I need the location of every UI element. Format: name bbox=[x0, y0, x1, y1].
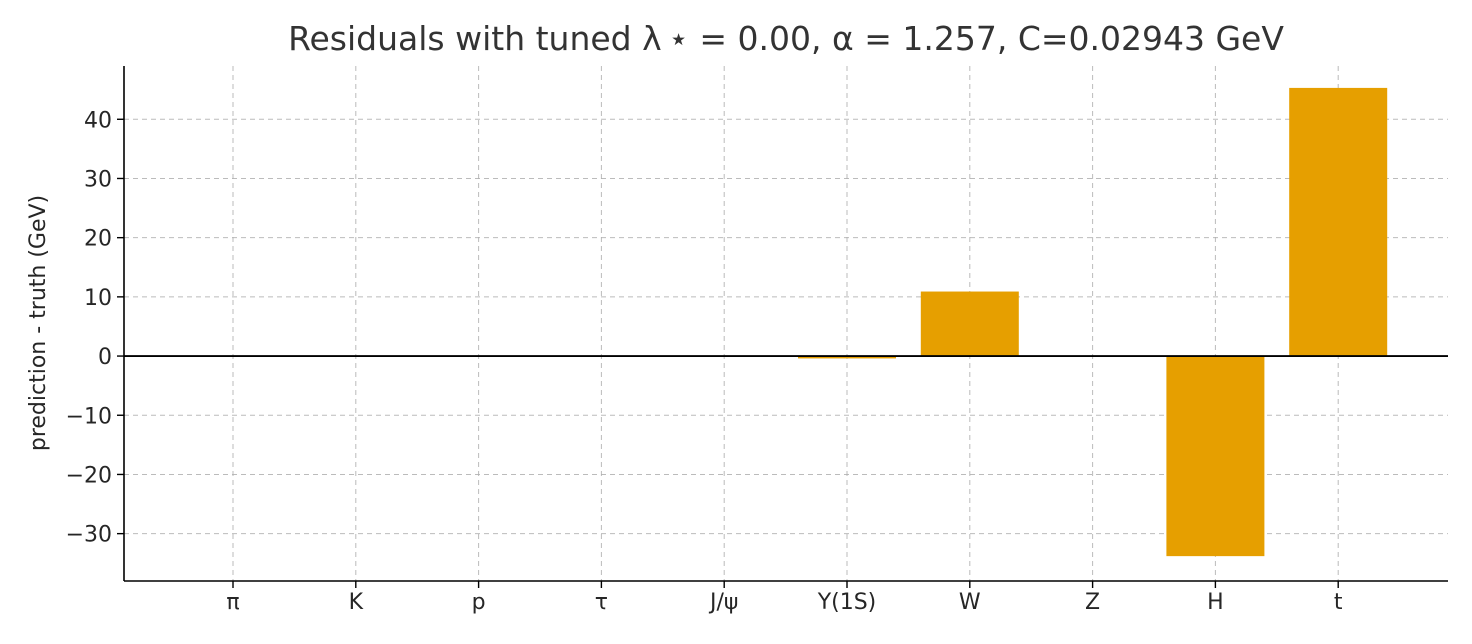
x-tick-label: Z bbox=[1085, 590, 1100, 615]
x-tick-label: τ bbox=[595, 590, 608, 615]
x-tick-label: π bbox=[226, 590, 239, 615]
axes-layer bbox=[123, 66, 1448, 582]
bar-7 bbox=[920, 291, 1019, 357]
y-tick-label: −30 bbox=[66, 523, 112, 548]
x-tick-label: K bbox=[349, 590, 364, 615]
bar-6 bbox=[798, 356, 896, 359]
y-tick-label: −10 bbox=[66, 404, 112, 429]
x-tick-label: t bbox=[1334, 590, 1343, 615]
y-tick-label: −20 bbox=[66, 463, 112, 488]
y-tick-label: 10 bbox=[84, 286, 112, 311]
bars-layer bbox=[798, 87, 1388, 557]
x-tick-label: J/ψ bbox=[708, 590, 738, 615]
y-tick-label: 0 bbox=[98, 345, 112, 370]
bar-10 bbox=[1289, 87, 1388, 357]
x-tick-label: H bbox=[1207, 590, 1224, 615]
bar-9 bbox=[1166, 356, 1265, 557]
x-tick-label: W bbox=[959, 590, 981, 615]
chart-title: Residuals with tuned λ ⋆ = 0.00, α = 1.2… bbox=[288, 19, 1284, 58]
x-tick-label: p bbox=[472, 590, 486, 615]
y-tick-label: 30 bbox=[84, 167, 112, 192]
y-axis-label: prediction - truth (GeV) bbox=[26, 195, 51, 451]
y-tick-label: 20 bbox=[84, 227, 112, 252]
x-tick-label: Υ(1S) bbox=[817, 590, 877, 615]
y-tick-label: 40 bbox=[84, 108, 112, 133]
